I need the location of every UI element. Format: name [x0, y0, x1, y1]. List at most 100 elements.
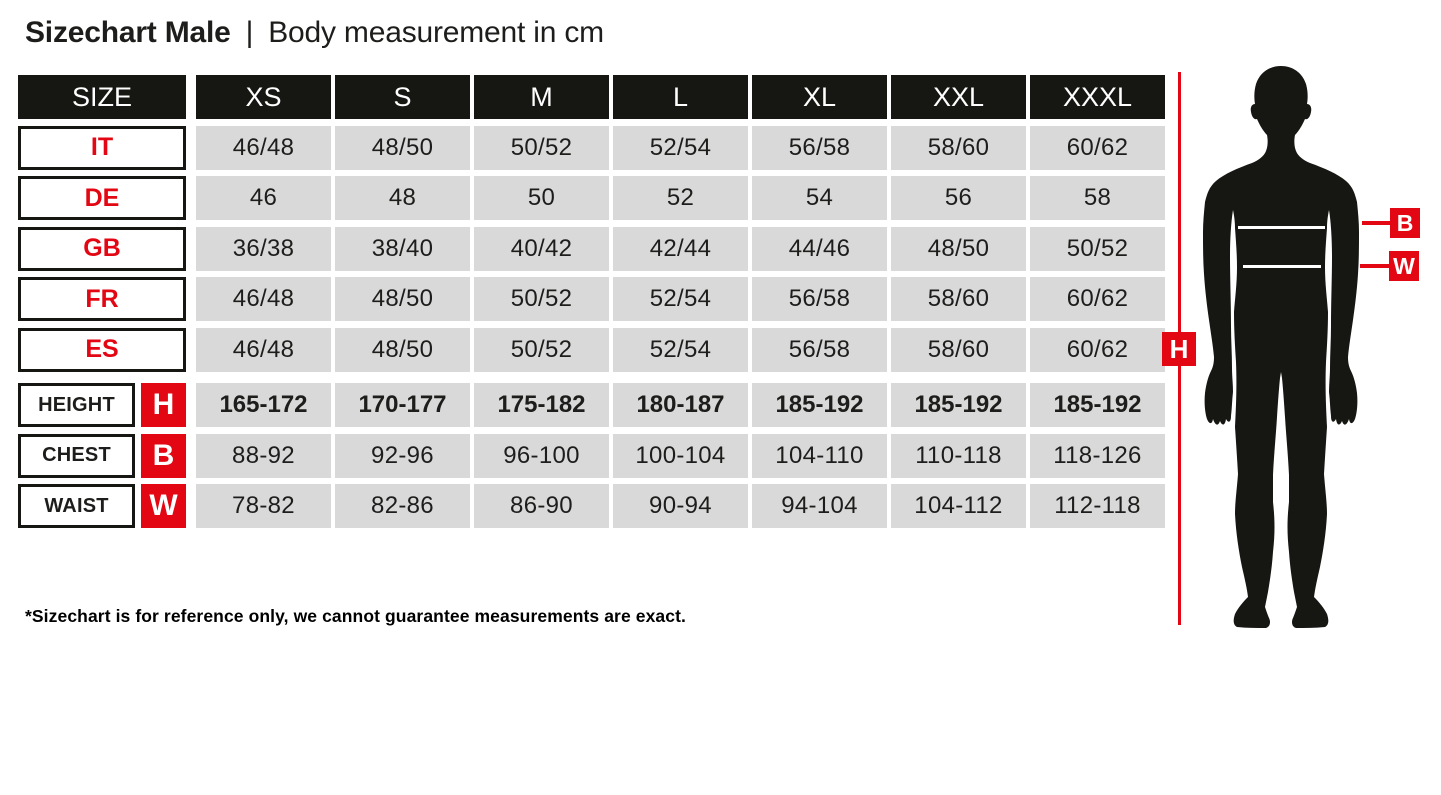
country-row-it: IT 46/48 48/50 50/52 52/54 56/58 58/60 60/62: [18, 125, 1169, 170]
measure-value-cell: 78-82: [196, 484, 331, 528]
size-value-cell: 46/48: [196, 277, 331, 321]
measure-value-cell: 118-126: [1030, 433, 1165, 478]
country-rows-section: IT 46/48 48/50 50/52 52/54 56/58 58/60 60/62 DE 4…: [18, 125, 1169, 372]
measure-value-cell: 112-118: [1030, 484, 1165, 528]
size-header-xxl: XXL: [891, 75, 1026, 119]
size-value-cell: 48: [335, 176, 470, 220]
country-label: IT: [18, 125, 186, 170]
size-header-xxxl: XXXL: [1030, 75, 1165, 119]
size-value-cell: 60/62: [1030, 277, 1165, 321]
measure-value-cell: 180-187: [613, 383, 748, 427]
measure-label-group: WAIST W: [18, 484, 186, 528]
size-value-cell: 52/54: [613, 125, 748, 170]
size-value-cell: 48/50: [891, 226, 1026, 271]
size-value-cell: 48/50: [335, 125, 470, 170]
measure-value-cell: 88-92: [196, 433, 331, 478]
measure-value-cell: 185-192: [752, 383, 887, 427]
measure-value-cell: 90-94: [613, 484, 748, 528]
measure-label: WAIST: [18, 484, 135, 528]
country-row-gb: GB 36/38 38/40 40/42 42/44 44/46 48/50 50/52: [18, 226, 1169, 271]
size-value-cell: 60/62: [1030, 125, 1165, 170]
size-value-cell: 58/60: [891, 327, 1026, 372]
size-value-cell: 58/60: [891, 125, 1026, 170]
waist-measure-line: [1243, 265, 1321, 268]
size-value-cell: 40/42: [474, 226, 609, 271]
size-value-cell: 48/50: [335, 277, 470, 321]
country-label: ES: [18, 327, 186, 372]
table-header-row: SIZE XS S M L XL XXL XXXL: [18, 75, 1169, 119]
measure-value-cell: 96-100: [474, 433, 609, 478]
size-value-cell: 46: [196, 176, 331, 220]
size-value-cell: 48/50: [335, 327, 470, 372]
size-value-cell: 56: [891, 176, 1026, 220]
waist-indicator-line: [1360, 264, 1389, 268]
country-label: DE: [18, 176, 186, 220]
size-header-xs: XS: [196, 75, 331, 119]
chest-figure-badge: B: [1390, 208, 1420, 238]
size-table: SIZE XS S M L XL XXL XXXL IT 46/48 48/50 50/52 52/5…: [18, 75, 1169, 535]
measure-label: CHEST: [18, 433, 135, 478]
height-figure-badge: H: [1162, 332, 1196, 366]
size-value-cell: 46/48: [196, 327, 331, 372]
measure-value-cell: 86-90: [474, 484, 609, 528]
measure-value-cell: 104-110: [752, 433, 887, 478]
measure-value-cell: 175-182: [474, 383, 609, 427]
page-title: Sizechart Male | Body measurement in cm: [25, 16, 604, 50]
measure-badge-w: W: [141, 484, 186, 528]
size-value-cell: 36/38: [196, 226, 331, 271]
size-value-cell: 42/44: [613, 226, 748, 271]
waist-figure-badge: W: [1389, 251, 1419, 281]
size-value-cell: 52/54: [613, 327, 748, 372]
measure-row-chest: CHEST B 88-92 92-96 96-100 100-104 104-110 110-…: [18, 433, 1169, 478]
measure-value-cell: 185-192: [1030, 383, 1165, 427]
male-body-silhouette: [1203, 66, 1359, 628]
size-value-cell: 56/58: [752, 277, 887, 321]
measure-value-cell: 185-192: [891, 383, 1026, 427]
footnote: *Sizechart is for reference only, we can…: [25, 606, 686, 626]
measure-value-cell: 82-86: [335, 484, 470, 528]
measure-rows-section: HEIGHT H 165-172 170-177 175-182 180-187 185-1…: [18, 383, 1169, 528]
size-value-cell: 56/58: [752, 125, 887, 170]
size-header-xl: XL: [752, 75, 887, 119]
country-row-fr: FR 46/48 48/50 50/52 52/54 56/58 58/60 60/62: [18, 277, 1169, 321]
measure-value-cell: 110-118: [891, 433, 1026, 478]
measure-row-waist: WAIST W 78-82 82-86 86-90 90-94 94-104 104-112 1…: [18, 484, 1169, 528]
measure-label-group: HEIGHT H: [18, 383, 186, 427]
measure-row-height: HEIGHT H 165-172 170-177 175-182 180-187 185-1…: [18, 383, 1169, 427]
measure-label: HEIGHT: [18, 383, 135, 427]
title-main: Sizechart Male: [25, 16, 231, 49]
size-value-cell: 46/48: [196, 125, 331, 170]
size-value-cell: 50/52: [474, 327, 609, 372]
measure-value-cell: 170-177: [335, 383, 470, 427]
size-value-cell: 50: [474, 176, 609, 220]
country-row-es: ES 46/48 48/50 50/52 52/54 56/58 58/60 60/62: [18, 327, 1169, 372]
measure-badge-b: B: [141, 433, 186, 478]
size-value-cell: 54: [752, 176, 887, 220]
title-subtitle: Body measurement in cm: [268, 16, 604, 49]
measure-value-cell: 92-96: [335, 433, 470, 478]
size-header-l: L: [613, 75, 748, 119]
size-value-cell: 50/52: [474, 277, 609, 321]
size-value-cell: 56/58: [752, 327, 887, 372]
size-column-header: SIZE: [18, 75, 186, 119]
size-value-cell: 58/60: [891, 277, 1026, 321]
measure-value-cell: 165-172: [196, 383, 331, 427]
measure-value-cell: 100-104: [613, 433, 748, 478]
size-value-cell: 52: [613, 176, 748, 220]
size-value-cell: 52/54: [613, 277, 748, 321]
country-row-de: DE 46 48 50 52 54 56 58: [18, 176, 1169, 220]
title-separator: |: [245, 16, 254, 49]
size-value-cell: 58: [1030, 176, 1165, 220]
size-header-m: M: [474, 75, 609, 119]
size-value-cell: 38/40: [335, 226, 470, 271]
country-label: FR: [18, 277, 186, 321]
size-header-s: S: [335, 75, 470, 119]
country-label: GB: [18, 226, 186, 271]
measure-value-cell: 104-112: [891, 484, 1026, 528]
size-value-cell: 44/46: [752, 226, 887, 271]
size-value-cell: 50/52: [474, 125, 609, 170]
chest-measure-line: [1238, 226, 1325, 229]
measure-label-group: CHEST B: [18, 433, 186, 478]
size-value-cell: 50/52: [1030, 226, 1165, 271]
measure-badge-h: H: [141, 383, 186, 427]
